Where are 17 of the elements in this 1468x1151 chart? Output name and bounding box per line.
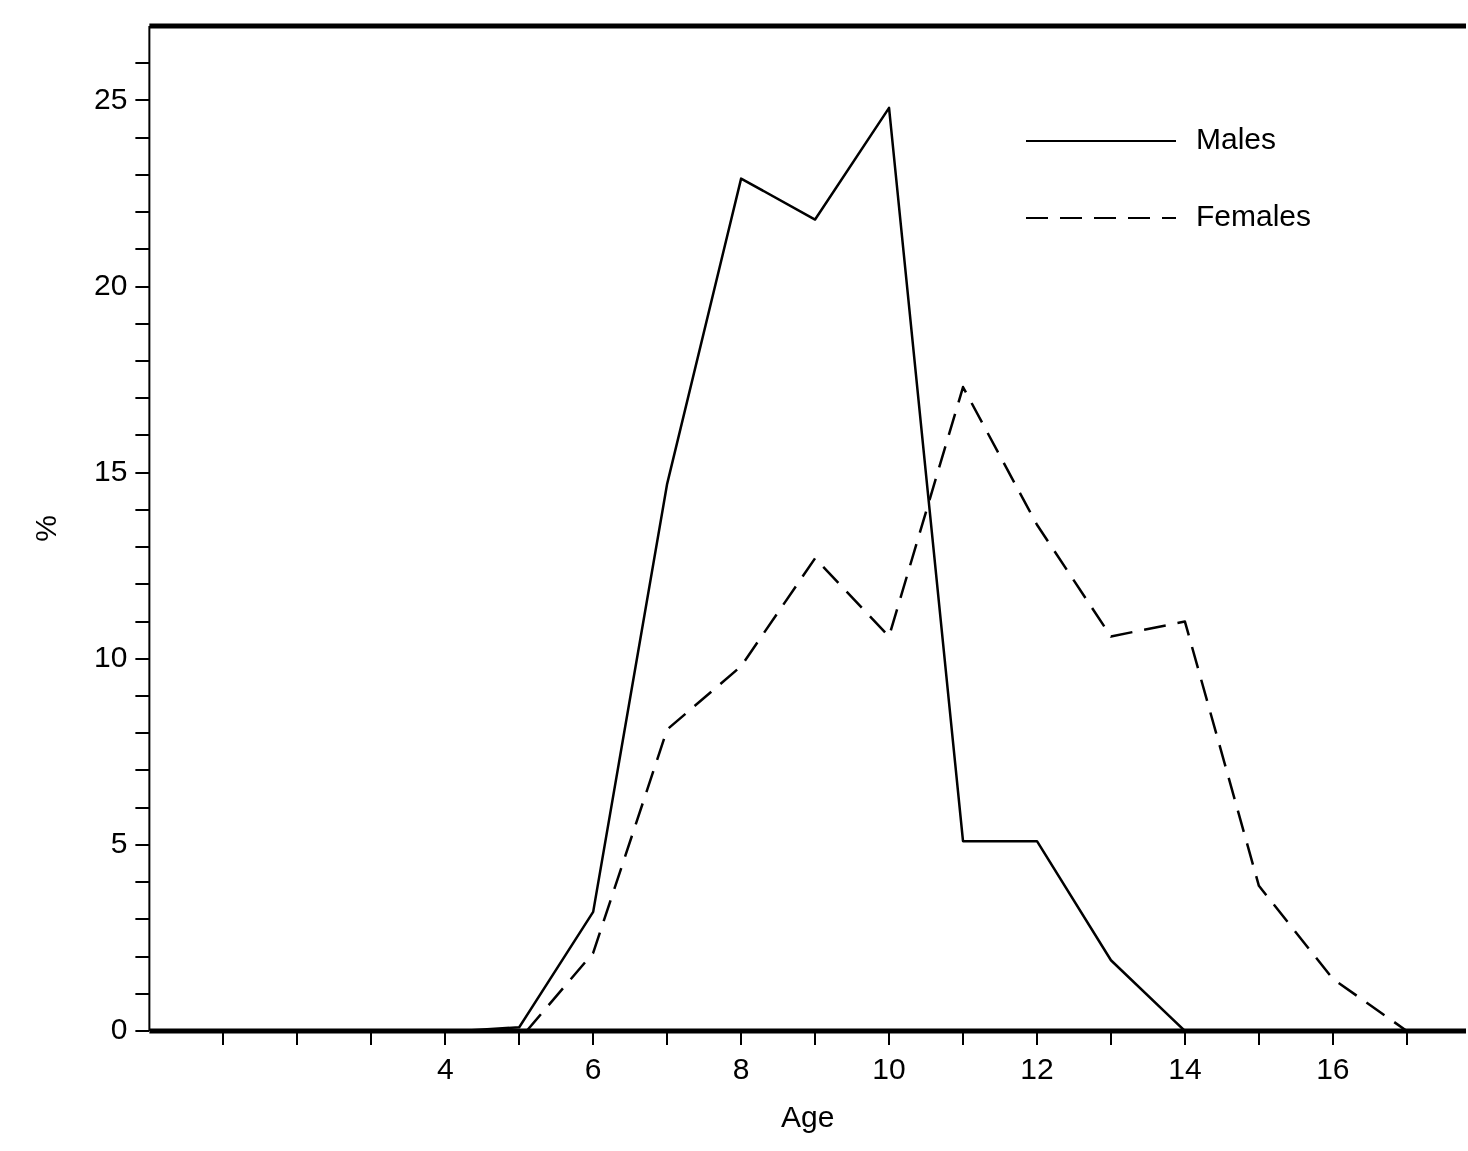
y-tick-label: 10	[93, 640, 128, 674]
y-tick-label: 25	[93, 81, 128, 115]
legend-label: Males	[1196, 122, 1277, 156]
legend-label: Females	[1196, 199, 1312, 233]
y-tick-label: 20	[93, 267, 128, 301]
x-tick-label: 14	[1168, 1052, 1202, 1086]
y-tick-label: 15	[93, 453, 128, 487]
y-axis-title: %	[29, 515, 63, 542]
x-tick-label: 8	[732, 1052, 750, 1086]
x-tick-label: 4	[436, 1052, 454, 1086]
y-tick-label: 5	[110, 826, 128, 860]
x-tick-label: 10	[872, 1052, 906, 1086]
x-tick-label: 6	[584, 1052, 602, 1086]
y-tick-label: 0	[110, 1012, 128, 1046]
x-tick-label: 12	[1020, 1052, 1054, 1086]
x-axis-title: Age	[780, 1100, 835, 1134]
x-tick-label: 16	[1316, 1052, 1350, 1086]
